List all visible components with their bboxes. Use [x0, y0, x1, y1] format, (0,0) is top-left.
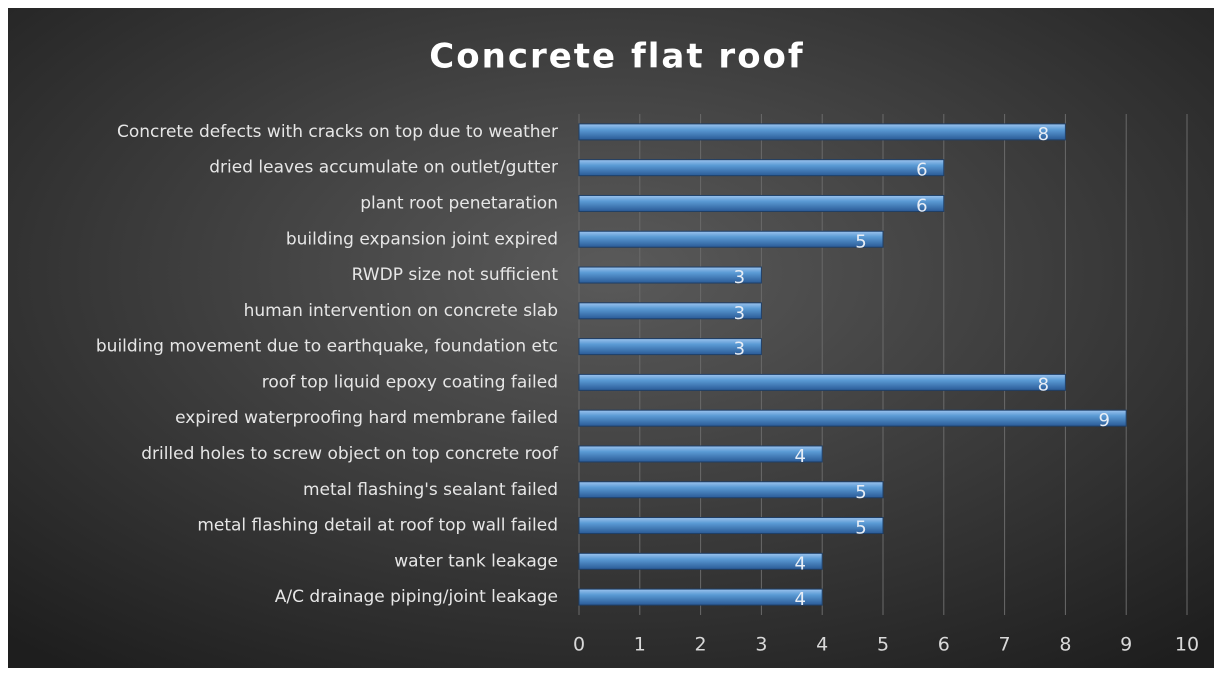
- bar: [578, 123, 1066, 141]
- data-label: 4: [794, 553, 805, 574]
- x-tick-label: 1: [634, 634, 646, 656]
- x-tick-label: 2: [695, 634, 707, 656]
- x-tick-label: 10: [1175, 634, 1199, 656]
- bar: [578, 373, 1066, 391]
- y-tick-label: A/C drainage piping/joint leakage: [275, 587, 558, 607]
- data-label: 5: [855, 518, 866, 539]
- data-label: 4: [794, 446, 805, 467]
- y-tick-label: RWDP size not sufficient: [352, 265, 559, 285]
- y-tick-label: roof top liquid epoxy coating failed: [262, 372, 558, 392]
- data-label: 5: [855, 482, 866, 503]
- bar: [578, 302, 762, 320]
- bar: [578, 409, 1127, 427]
- bar: [578, 445, 823, 463]
- x-tick-label: 5: [877, 634, 889, 656]
- x-tick-label: 4: [816, 634, 828, 656]
- y-tick-label: dried leaves accumulate on outlet/gutter: [209, 158, 558, 178]
- x-tick-label: 9: [1120, 634, 1132, 656]
- bar: [578, 517, 884, 535]
- y-tick-label: expired waterproofing hard membrane fail…: [175, 408, 558, 428]
- data-label: 5: [855, 231, 866, 252]
- bar: [578, 266, 762, 284]
- y-tick-label: building expansion joint expired: [286, 229, 558, 249]
- data-label: 3: [734, 303, 745, 324]
- x-tick-label: 7: [999, 634, 1011, 656]
- data-label: 4: [794, 589, 805, 610]
- bar: [578, 481, 884, 499]
- data-label: 6: [916, 195, 927, 216]
- y-tick-label: human intervention on concrete slab: [244, 301, 558, 321]
- data-label: 9: [1098, 410, 1109, 431]
- x-tick-label: 0: [573, 634, 585, 656]
- y-tick-label: water tank leakage: [394, 551, 558, 571]
- x-tick-label: 3: [755, 634, 767, 656]
- data-label: 8: [1038, 374, 1049, 395]
- data-label: 8: [1038, 124, 1049, 145]
- y-tick-label: plant root penetaration: [360, 193, 558, 213]
- y-tick-label: metal flashing's sealant failed: [303, 480, 558, 500]
- data-label: 3: [734, 339, 745, 360]
- bar: [578, 194, 945, 212]
- y-tick-label: metal flashing detail at roof top wall f…: [197, 516, 558, 536]
- bar: [578, 230, 884, 248]
- bar: [578, 588, 823, 606]
- y-tick-label: drilled holes to screw object on top con…: [141, 444, 559, 464]
- bar: [578, 159, 945, 177]
- x-tick-label: 6: [938, 634, 950, 656]
- y-tick-label: Concrete defects with cracks on top due …: [117, 122, 558, 142]
- x-tick-label: 8: [1059, 634, 1071, 656]
- bar: [578, 552, 823, 570]
- y-tick-label: building movement due to earthquake, fou…: [96, 337, 558, 357]
- data-label: 3: [734, 267, 745, 288]
- chart-title: Concrete flat roof: [429, 37, 804, 77]
- bar: [578, 338, 762, 356]
- data-label: 6: [916, 160, 927, 181]
